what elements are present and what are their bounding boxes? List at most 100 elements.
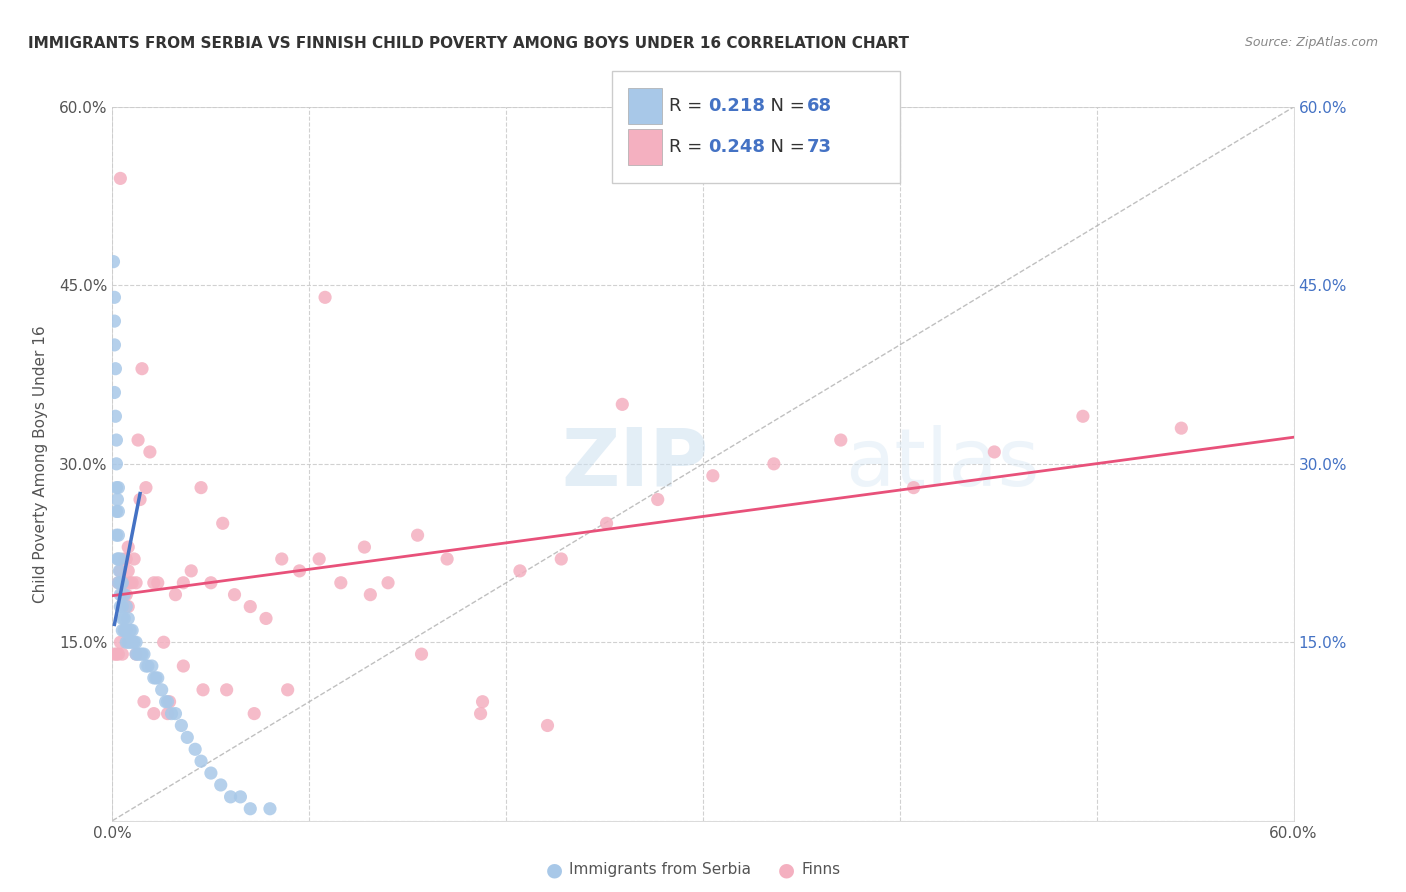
Text: N =: N = [759, 138, 811, 156]
Text: 0.218: 0.218 [709, 97, 766, 115]
Point [110, 552, 132, 566]
Point [127, 647, 149, 661]
Point [120, 624, 142, 638]
Point [132, 695, 155, 709]
Point [117, 635, 139, 649]
Point [159, 695, 181, 709]
Text: atlas: atlas [845, 425, 1039, 503]
Point [1170, 421, 1192, 435]
Point [107, 575, 129, 590]
Point [104, 361, 127, 376]
Point [359, 588, 381, 602]
Text: ZIP: ZIP [561, 425, 709, 503]
Point [156, 706, 179, 721]
Point [110, 588, 132, 602]
Text: R =: R = [669, 138, 709, 156]
Point [170, 718, 193, 732]
Point [107, 504, 129, 518]
Point [117, 564, 139, 578]
Point [471, 695, 494, 709]
Point [215, 682, 238, 697]
Point [129, 647, 152, 661]
Point [135, 659, 157, 673]
Point [142, 575, 165, 590]
Text: 68: 68 [807, 97, 832, 115]
Point [156, 695, 179, 709]
Text: 73: 73 [807, 138, 832, 156]
Point [117, 599, 139, 614]
Point [470, 706, 492, 721]
Point [200, 766, 222, 780]
Point [1071, 409, 1094, 424]
Point [107, 481, 129, 495]
Point [107, 552, 129, 566]
Point [141, 659, 163, 673]
Point [115, 588, 138, 602]
Point [103, 254, 125, 268]
Point [107, 647, 129, 661]
Point [243, 706, 266, 721]
Point [110, 599, 132, 614]
Point [111, 575, 134, 590]
Point [830, 433, 852, 447]
Point [165, 706, 187, 721]
Point [108, 564, 131, 578]
Point [135, 481, 157, 495]
Point [125, 635, 148, 649]
Point [150, 682, 173, 697]
Point [125, 647, 148, 661]
Text: Finns: Finns [801, 863, 841, 877]
Point [115, 624, 138, 638]
Text: ●: ● [778, 860, 794, 880]
Point [115, 552, 138, 566]
Point [120, 575, 142, 590]
Point [105, 528, 128, 542]
Point [112, 624, 135, 638]
Point [142, 706, 165, 721]
Point [191, 682, 214, 697]
Text: IMMIGRANTS FROM SERBIA VS FINNISH CHILD POVERTY AMONG BOYS UNDER 16 CORRELATION : IMMIGRANTS FROM SERBIA VS FINNISH CHILD … [28, 36, 910, 51]
Point [117, 611, 139, 625]
Point [259, 802, 281, 816]
Point [314, 290, 336, 304]
Point [411, 647, 433, 661]
Point [111, 647, 134, 661]
Point [288, 564, 311, 578]
Point [239, 802, 262, 816]
Point [115, 635, 138, 649]
Point [121, 635, 143, 649]
Y-axis label: Child Poverty Among Boys Under 16: Child Poverty Among Boys Under 16 [32, 325, 48, 603]
Point [172, 575, 194, 590]
Point [983, 445, 1005, 459]
Point [117, 540, 139, 554]
Text: N =: N = [759, 97, 811, 115]
Point [595, 516, 617, 531]
Point [105, 457, 128, 471]
Point [105, 481, 128, 495]
Point [122, 635, 145, 649]
Point [277, 682, 299, 697]
Point [125, 575, 148, 590]
Point [103, 290, 125, 304]
Point [536, 718, 558, 732]
Point [308, 552, 330, 566]
Point [254, 611, 277, 625]
Text: 0.248: 0.248 [709, 138, 766, 156]
Point [172, 659, 194, 673]
Point [270, 552, 292, 566]
Point [229, 789, 252, 804]
Point [436, 552, 458, 566]
Point [190, 754, 212, 768]
Point [142, 671, 165, 685]
Point [550, 552, 572, 566]
Point [127, 433, 149, 447]
Point [165, 588, 187, 602]
Point [190, 481, 212, 495]
Point [146, 671, 169, 685]
Point [129, 492, 152, 507]
Point [329, 575, 352, 590]
Point [103, 385, 125, 400]
Point [903, 481, 925, 495]
Point [152, 635, 174, 649]
Point [353, 540, 375, 554]
